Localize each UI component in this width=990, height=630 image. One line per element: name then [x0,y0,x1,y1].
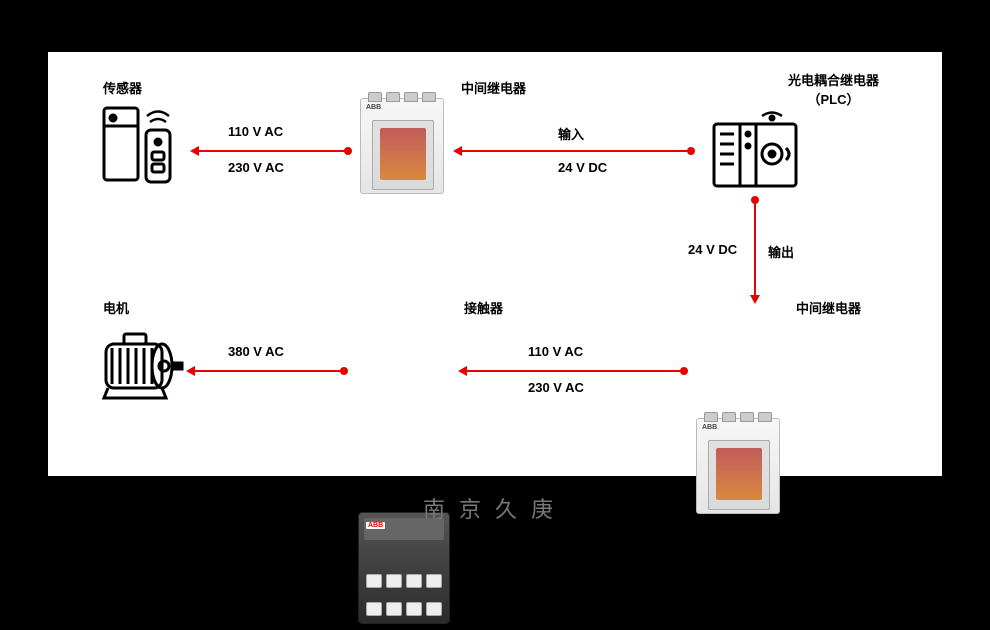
sensor-icon [98,102,178,197]
relay2-label: 中间继电器 [796,298,861,317]
relay1-brand: ABB [366,104,381,111]
edge-sensor-relay1 [198,150,348,152]
edge2-bottom: 24 V DC [558,160,607,175]
motor-icon [90,330,186,411]
plc-label: 光电耦合继电器 （PLC） [788,70,879,108]
edge1-bottom: 230 V AC [228,160,284,175]
edge4-top: 110 V AC [528,344,583,359]
edge3-right: 输出 [768,242,794,261]
edge5-top: 380 V AC [228,344,284,359]
relay1-label: 中间继电器 [461,78,526,97]
edge-contactor-motor [194,370,344,372]
edge-relay1-plc [461,150,691,152]
watermark-text: 南京久庚 [423,492,567,524]
relay1-device: ABB [358,98,446,198]
edge3-left: 24 V DC [688,242,737,257]
edge4-bottom: 230 V AC [528,380,584,395]
plc-icon [706,104,806,201]
contactor-label: 接触器 [464,298,503,317]
diagram-frame: 传感器 110 V AC 230 V AC 中间继电器 ABB 输入 24 V … [48,52,942,476]
relay2-brand: ABB [702,424,717,431]
contactor-device: ABB [354,512,454,630]
edge-relay2-contactor [466,370,684,372]
sensor-label: 传感器 [103,78,142,97]
edge1-top: 110 V AC [228,124,283,139]
relay2-device: ABB [694,418,782,518]
edge-plc-relay2 [754,200,756,296]
edge2-top: 输入 [558,124,584,143]
motor-label: 电机 [103,298,129,317]
